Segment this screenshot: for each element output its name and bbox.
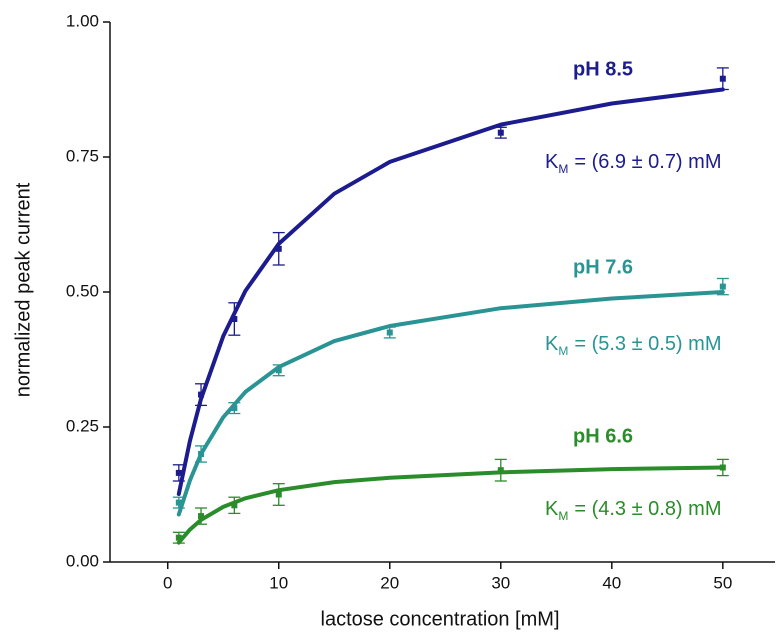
data-point xyxy=(175,469,182,476)
y-tick-label: 0.00 xyxy=(66,551,99,570)
y-tick-label: 0.50 xyxy=(66,281,99,300)
y-tick-label: 1.00 xyxy=(66,11,99,30)
data-point xyxy=(231,316,238,322)
km-label: KM = (6.9 ± 0.7) mM xyxy=(545,151,721,176)
x-tick-label: 10 xyxy=(269,573,288,592)
data-point xyxy=(198,391,205,398)
km-value: = (4.3 ± 0.8) mM xyxy=(574,498,721,520)
km-value: = (5.3 ± 0.5) mM xyxy=(574,333,721,355)
x-tick-label: 30 xyxy=(491,573,510,592)
data-point xyxy=(198,513,205,520)
x-tick-label: 20 xyxy=(380,573,399,592)
km-subscript: M xyxy=(558,509,568,523)
km-label: KM = (5.3 ± 0.5) mM xyxy=(545,333,721,358)
x-tick-label: 50 xyxy=(713,573,732,592)
data-point xyxy=(275,367,282,374)
data-point xyxy=(719,464,726,471)
fit-curve xyxy=(176,87,725,496)
data-point xyxy=(497,129,504,136)
y-tick-label: 0.75 xyxy=(66,146,99,165)
x-tick-label: 0 xyxy=(163,573,172,592)
x-axis-label: lactose concentration [mM] xyxy=(321,608,560,630)
km-symbol: K xyxy=(545,498,559,520)
data-point xyxy=(275,491,282,498)
y-axis-label: normalized peak current xyxy=(12,182,34,397)
data-point xyxy=(198,451,205,457)
km-subscript: M xyxy=(558,344,568,358)
series-label: pH 7.6 xyxy=(573,256,633,278)
data-point xyxy=(719,283,726,290)
data-point xyxy=(275,245,282,252)
data-point xyxy=(231,502,238,509)
km-subscript: M xyxy=(558,162,568,176)
data-point xyxy=(231,405,238,412)
data-point xyxy=(719,75,726,82)
series-label: pH 8.5 xyxy=(573,58,633,80)
data-point xyxy=(386,329,393,336)
series-label: pH 6.6 xyxy=(573,425,633,447)
km-label: KM = (4.3 ± 0.8) mM xyxy=(545,498,721,523)
fit-curve xyxy=(176,290,725,517)
data-point xyxy=(175,499,182,506)
data-point xyxy=(497,467,504,474)
x-tick-label: 40 xyxy=(602,573,621,592)
km-value: = (6.9 ± 0.7) mM xyxy=(574,151,721,173)
km-symbol: K xyxy=(545,333,559,355)
data-point xyxy=(175,534,182,541)
km-symbol: K xyxy=(545,151,559,173)
y-tick-label: 0.25 xyxy=(66,416,99,435)
